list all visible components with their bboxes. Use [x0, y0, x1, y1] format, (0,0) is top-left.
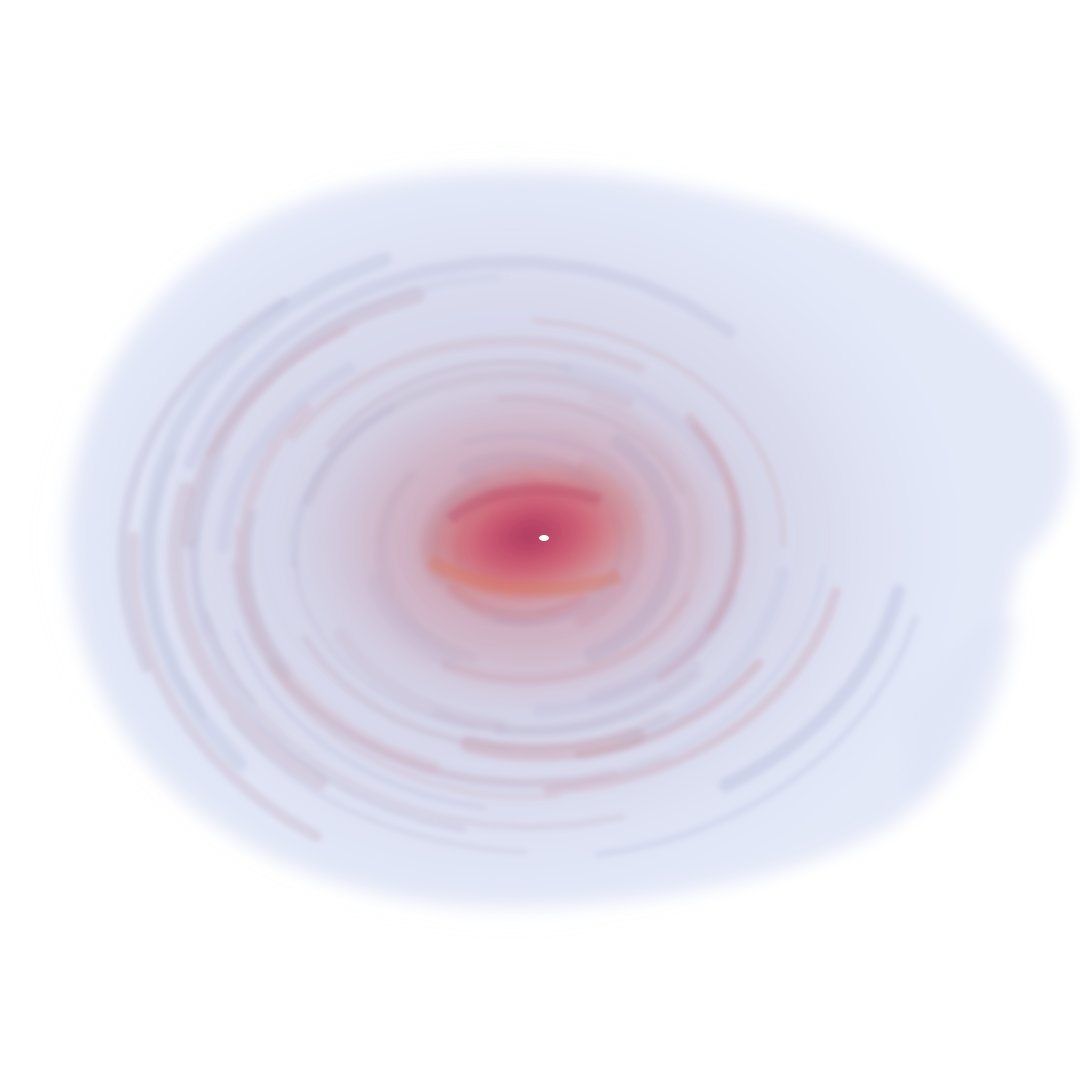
swirl-strand	[116, 296, 289, 674]
swirl-strand	[300, 633, 671, 753]
swirl-strand	[216, 362, 356, 554]
swirl-strand	[574, 658, 764, 760]
swirl-strand	[667, 563, 828, 756]
swirl-strand	[236, 402, 440, 773]
orange-streaks	[425, 483, 623, 597]
swirl-strand	[228, 717, 528, 855]
swirl-strand	[543, 586, 841, 795]
swirl-strand	[718, 584, 906, 793]
swirl-strand	[127, 531, 323, 843]
core-highlight	[539, 535, 549, 541]
swirl-strand	[141, 251, 392, 772]
swirl-strand	[167, 481, 329, 790]
swirl-strand	[233, 526, 561, 801]
swirl-strand	[186, 271, 502, 638]
swirl-strand	[595, 614, 919, 858]
swirl-strand	[234, 629, 487, 811]
swirl-strand	[195, 457, 256, 704]
swirl-strand	[183, 255, 737, 470]
